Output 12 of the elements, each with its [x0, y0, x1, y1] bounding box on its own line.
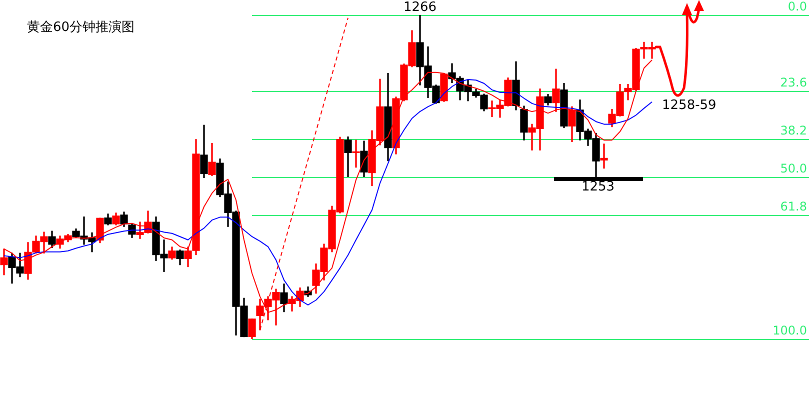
annotation: 1266: [403, 0, 437, 15]
annotation: 23.6: [780, 76, 807, 90]
candlestick: [600, 144, 608, 169]
text: 1258-59: [662, 98, 716, 114]
annotation: 1253: [581, 180, 615, 195]
candlestick: [352, 140, 360, 168]
annotation: 61.8: [780, 200, 807, 214]
annotation: 50.0: [780, 162, 807, 176]
chart-title: 黄金60分钟推演图: [27, 19, 135, 36]
annotation: 38.2: [780, 124, 807, 138]
annotation: 100.0: [772, 324, 807, 338]
annotation: 0.0: [788, 0, 807, 14]
